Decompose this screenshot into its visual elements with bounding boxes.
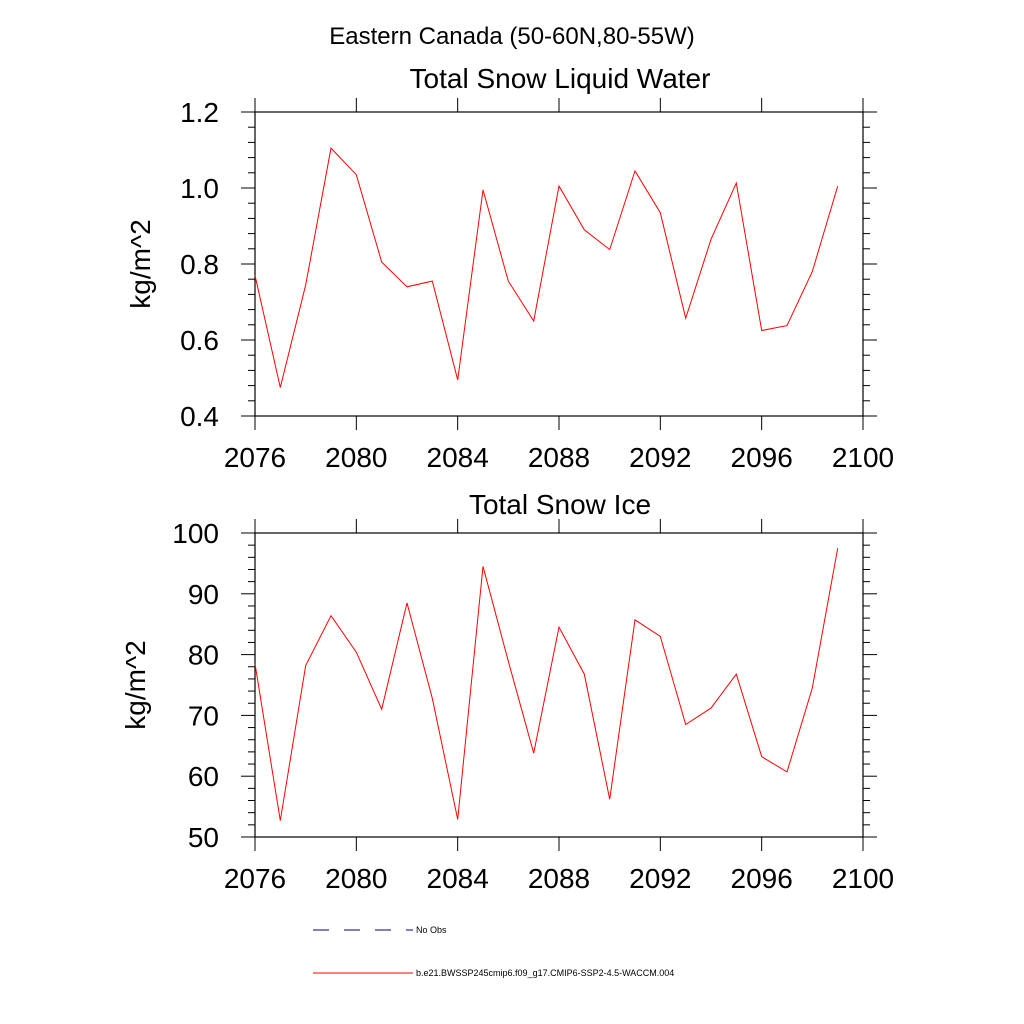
chart-title: Total Snow Ice: [469, 489, 651, 520]
x-tick-label: 2096: [731, 863, 793, 894]
x-tick-label: 2076: [224, 863, 286, 894]
axis-ticks: 2076 2080 2084 2088 2092 2096 2100 0.4 0.6 0.8 1.0…: [180, 97, 894, 473]
x-tick-label: 2088: [528, 442, 590, 473]
legend: No Obs b.e21.BWSSP245cmip6.f09_g17.CMIP6…: [313, 925, 674, 978]
x-tick-label: 2088: [528, 863, 590, 894]
y-tick-label: 80: [188, 640, 219, 671]
plot-frame: [254, 111, 864, 417]
x-tick-label: 2080: [325, 863, 387, 894]
x-tick-label: 2080: [325, 442, 387, 473]
x-tick-label: 2084: [427, 863, 489, 894]
y-tick-label: 1.0: [180, 173, 219, 204]
y-tick-label: 0.8: [180, 249, 219, 280]
x-tick-label: 2076: [224, 442, 286, 473]
series-layer: [254, 147, 839, 388]
x-tick-label: 2100: [832, 863, 894, 894]
figure-title: Eastern Canada (50-60N,80-55W): [329, 23, 695, 50]
y-axis-label: kg/m^2: [125, 219, 156, 308]
x-tick-label: 2084: [427, 442, 489, 473]
x-tick-label: 2092: [629, 442, 691, 473]
chart-panel-snow-liquid-water: Total Snow Liquid Water kg/m^2 2076 2080 2…: [125, 63, 894, 473]
y-tick-label: 50: [188, 822, 219, 853]
plot-frame: [254, 532, 864, 838]
y-tick-label: 90: [188, 579, 219, 610]
legend-label-model: b.e21.BWSSP245cmip6.f09_g17.CMIP6-SSP2-4…: [416, 968, 674, 978]
legend-label-no-obs: No Obs: [416, 925, 447, 935]
series-line: [254, 548, 839, 821]
x-tick-label: 2096: [731, 442, 793, 473]
x-tick-label: 2092: [629, 863, 691, 894]
y-tick-label: 0.4: [180, 401, 219, 432]
axis-ticks: 2076 2080 2084 2088 2092 2096 2100 50 60 70 80 90 10…: [172, 518, 894, 894]
chart-panel-snow-ice: Total Snow Ice kg/m^2 2076 2080 2084 2088 20…: [120, 489, 894, 894]
y-tick-label: 60: [188, 761, 219, 792]
y-tick-label: 100: [172, 518, 219, 549]
y-tick-label: 0.6: [180, 325, 219, 356]
series-line: [254, 147, 839, 388]
x-tick-label: 2100: [832, 442, 894, 473]
y-tick-label: 1.2: [180, 97, 219, 128]
y-tick-label: 70: [188, 700, 219, 731]
series-layer: [254, 548, 839, 821]
y-axis-label: kg/m^2: [120, 640, 151, 729]
chart-title: Total Snow Liquid Water: [410, 63, 711, 94]
